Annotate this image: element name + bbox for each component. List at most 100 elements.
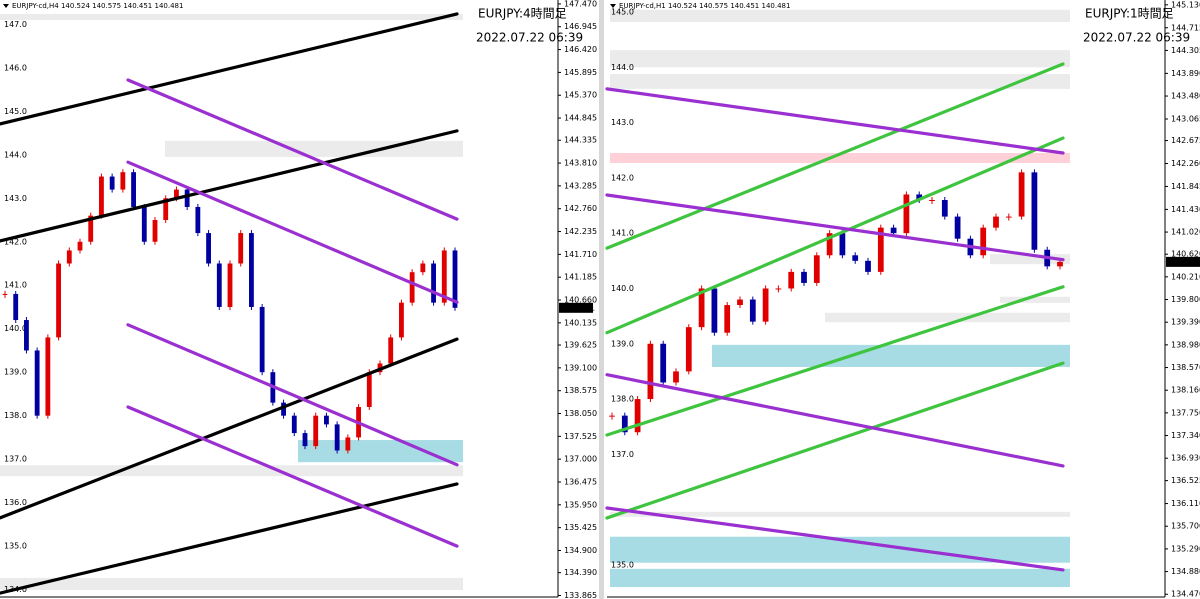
y-tick-label: 144.845 (564, 114, 597, 123)
candle (409, 272, 415, 303)
candle (249, 233, 254, 307)
inner-tick-label: 145.0 (611, 7, 634, 16)
candle (399, 302, 404, 338)
y-tick-label: 144.305 (1171, 46, 1200, 55)
candle (941, 199, 948, 217)
candle (66, 250, 72, 264)
y-tick-label: 143.065 (1171, 114, 1200, 123)
chart-title: EURJPY:1時間足 (1085, 7, 1174, 21)
trend-line (126, 323, 459, 467)
y-tick-label: 138.570 (1171, 363, 1200, 372)
candle (109, 176, 115, 190)
trend-line (605, 87, 1065, 155)
price-tag (1166, 256, 1200, 267)
inner-tick-label: 145.0 (4, 107, 27, 116)
inner-tick-label: 137.0 (611, 450, 634, 459)
trend-line (126, 78, 459, 221)
candle (788, 271, 795, 289)
divider (599, 0, 604, 599)
zone (712, 344, 1070, 367)
inner-tick-label: 143.0 (4, 194, 27, 203)
zone (0, 577, 463, 591)
candle (890, 227, 897, 234)
inner-tick-label: 140.0 (611, 284, 634, 293)
zone (1000, 296, 1070, 303)
y-tick-label: 141.020 (1171, 228, 1200, 237)
zone (0, 465, 463, 477)
y-tick-label: 141.710 (564, 250, 597, 259)
trend-line (126, 405, 459, 548)
candle (929, 199, 935, 201)
y-tick-label: 137.000 (564, 455, 597, 464)
y-tick-label: 141.430 (1171, 205, 1200, 214)
zone (610, 9, 1070, 22)
candle (647, 343, 654, 400)
y-tick-label: 147.470 (564, 0, 597, 8)
candle (749, 299, 756, 322)
y-tick-label: 134.900 (564, 546, 597, 555)
y-tick-label: 143.890 (1171, 69, 1200, 78)
candle (673, 371, 679, 383)
candle (324, 415, 329, 425)
candle (621, 415, 628, 433)
candle (206, 233, 211, 264)
y-tick-label: 141.845 (1171, 182, 1200, 191)
candle (141, 206, 147, 242)
candle (174, 189, 179, 199)
y-tick-label: 133.865 (564, 591, 597, 599)
y-tick-label: 134.390 (564, 568, 597, 577)
candle (685, 327, 692, 372)
candle (634, 399, 641, 433)
candle (291, 415, 297, 434)
candle (238, 233, 244, 264)
inner-tick-label: 143.0 (611, 118, 634, 127)
candle (152, 220, 158, 242)
y-tick-label: 142.235 (564, 227, 597, 236)
y-tick-label: 136.930 (1171, 454, 1200, 463)
y-tick-label: 145.370 (564, 91, 597, 100)
candle (99, 176, 104, 216)
candle (698, 288, 705, 328)
candle (313, 415, 319, 447)
candle (216, 263, 222, 307)
inner-tick-label: 139.0 (611, 339, 634, 348)
candle (131, 172, 136, 207)
trend-line (0, 482, 459, 595)
zone (990, 254, 1070, 265)
header: EURJPY-cd,H1 140.524 140.575 140.451 140… (619, 2, 790, 10)
inner-tick-label: 137.0 (4, 455, 27, 464)
y-tick-label: 141.185 (564, 273, 597, 282)
zone (610, 511, 1070, 517)
trend-line (605, 506, 1065, 572)
y-tick-label: 136.525 (1171, 476, 1200, 485)
y-tick-label: 140.620 (1171, 250, 1200, 259)
candle (77, 241, 83, 251)
y-tick-label: 136.110 (1171, 499, 1200, 508)
y-tick-label: 137.340 (1171, 431, 1200, 440)
inner-tick-label: 141.0 (611, 229, 634, 238)
candle (813, 255, 820, 283)
y-tick-label: 137.525 (564, 432, 597, 441)
zone (610, 73, 1070, 89)
candle (839, 233, 846, 256)
y-tick-label: 143.480 (1171, 92, 1200, 101)
chart-title: EURJPY:4時間足 (478, 7, 567, 21)
y-tick-label: 144.715 (1171, 23, 1200, 32)
y-tick-label: 138.160 (1171, 386, 1200, 395)
candle (954, 216, 961, 239)
y-tick-label: 143.285 (564, 181, 597, 190)
y-tick-label: 135.950 (564, 500, 597, 509)
inner-tick-label: 142.0 (4, 237, 27, 246)
candle (980, 227, 987, 256)
header: EURJPY-cd,H4 140.524 140.575 140.451 140… (12, 2, 183, 10)
candle (1018, 172, 1025, 217)
candle (388, 337, 394, 364)
trend-line (0, 337, 459, 520)
y-tick-label: 140.660 (564, 296, 597, 305)
candle (1057, 261, 1063, 267)
candle (724, 305, 731, 333)
y-tick-label: 142.260 (1171, 159, 1200, 168)
inner-tick-label: 136.0 (4, 498, 27, 507)
y-tick-label: 137.750 (1171, 408, 1200, 417)
